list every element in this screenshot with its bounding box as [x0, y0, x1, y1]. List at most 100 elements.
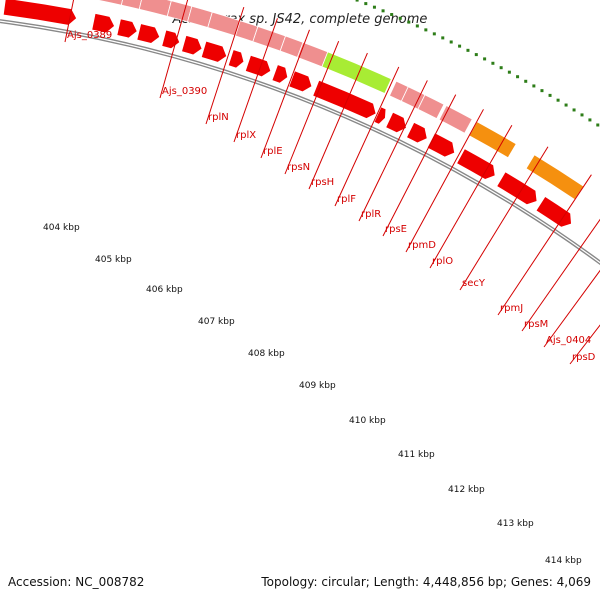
cds-arrow — [289, 71, 312, 92]
gene-label-rpmj: rpmJ — [500, 303, 523, 314]
kbp-label: 409 kbp — [299, 381, 336, 391]
cds-arrow — [3, 0, 77, 25]
cds-arrow — [407, 122, 427, 143]
tick-dot — [381, 9, 385, 13]
gene-label-rpln: rplN — [208, 112, 229, 123]
tick-dot — [516, 75, 520, 79]
tick-dot — [355, 0, 359, 2]
tick-dot — [372, 5, 376, 9]
label-leader-line — [205, 6, 245, 125]
tick-dot — [364, 2, 368, 6]
tick-dot — [474, 53, 478, 57]
gene-label-rplo: rplO — [432, 256, 453, 267]
tick-dot — [540, 89, 544, 93]
tick-dot — [415, 24, 419, 28]
cds-arrow — [536, 196, 572, 227]
tick-dot — [483, 57, 487, 61]
tick-dot — [458, 44, 462, 48]
label-leader-line — [260, 29, 310, 159]
label-leader-line — [308, 52, 368, 190]
label-leader-line — [284, 40, 340, 175]
gene-label-rplf: rplF — [337, 194, 356, 205]
kbp-label-layer: 404 kbp 405 kbp 406 kbp 407 kbp 408 kbp 409 k… — [43, 223, 582, 566]
tick-dot — [564, 103, 568, 107]
label-leader-line — [497, 174, 592, 316]
tick-dot — [499, 66, 503, 70]
cds-arrow — [182, 35, 202, 55]
label-leader-line — [429, 124, 513, 269]
tick-marks-layer — [355, 0, 600, 127]
feature-segment — [417, 94, 445, 120]
kbp-label: 414 kbp — [545, 556, 582, 566]
kbp-label: 410 kbp — [349, 416, 386, 426]
gene-label-ajs-0390: Ajs_0390 — [162, 86, 207, 97]
kbp-label: 413 kbp — [497, 519, 534, 529]
tick-dot — [466, 48, 470, 52]
kbp-label: 412 kbp — [448, 485, 485, 495]
label-leader-line — [382, 94, 457, 237]
tick-dot — [449, 40, 453, 44]
accession-text: Accession: NC_008782 — [8, 575, 145, 589]
tick-dot — [491, 61, 495, 65]
tick-dot — [424, 28, 428, 32]
gene-label-rpsd: rpsD — [572, 352, 596, 363]
tick-dot — [524, 79, 528, 83]
label-leader-line — [543, 269, 600, 348]
tick-dot — [407, 20, 411, 24]
label-leader-line — [64, 0, 75, 43]
tick-dot — [432, 32, 436, 36]
gene-label-ajs-0389: Ajs_0389 — [67, 30, 112, 41]
feature-segment — [468, 121, 517, 159]
kbp-label: 404 kbp — [43, 223, 80, 233]
feature-track-layer — [97, 0, 585, 201]
gene-label-rpse: rpsE — [385, 224, 407, 235]
kbp-label: 405 kbp — [95, 255, 132, 265]
tick-dot — [580, 113, 584, 117]
cds-arrow — [497, 172, 537, 205]
feature-segment — [438, 105, 473, 134]
cds-arrow — [201, 41, 227, 62]
gene-label-rpsm: rpsM — [524, 319, 548, 330]
cds-arrow-layer — [3, 0, 572, 227]
label-leader-line — [233, 18, 278, 143]
cds-arrow — [245, 55, 271, 77]
cds-arrow — [313, 80, 376, 119]
topology-text: Topology: circular; Length: 4,448,856 bp… — [261, 575, 591, 589]
kbp-label: 411 kbp — [398, 450, 435, 460]
cds-arrow — [386, 112, 406, 133]
cds-arrow — [117, 19, 137, 38]
label-leader-line — [358, 80, 428, 222]
tick-dot — [596, 123, 600, 127]
label-leader-line — [159, 0, 189, 99]
gene-label-rpsn: rpsN — [287, 162, 310, 173]
tick-dot — [441, 36, 445, 40]
tick-dot — [572, 108, 576, 112]
cds-arrow — [228, 50, 244, 68]
label-leader-line — [405, 109, 484, 253]
gene-label-ajs-0404: Ajs_0404 — [546, 335, 591, 346]
label-leader-line — [459, 146, 549, 291]
tick-dot — [398, 16, 402, 20]
tick-dot — [588, 118, 592, 122]
cds-arrow — [137, 24, 160, 44]
tick-dot — [548, 93, 552, 97]
gene-label-rpsh: rpsH — [311, 177, 334, 188]
tick-dot — [390, 13, 394, 17]
cds-arrow — [374, 107, 386, 124]
label-leader-line — [521, 218, 600, 332]
tick-dot — [556, 98, 560, 102]
kbp-label: 408 kbp — [248, 349, 285, 359]
label-leader-line — [569, 324, 600, 365]
tick-dot — [532, 84, 536, 88]
feature-segment — [252, 25, 287, 52]
cds-arrow — [272, 65, 288, 83]
gene-label-layer: Ajs_0389 Ajs_0390 rplN rplX rplE rpsNrpsHrplF… — [64, 0, 600, 365]
gene-label-rple: rplE — [263, 146, 283, 157]
gene-label-rpmd: rpmD — [408, 240, 436, 251]
cds-arrow — [427, 133, 455, 157]
label-leader-line — [334, 66, 400, 207]
tick-dot — [507, 70, 511, 74]
gene-label-rplr: rplR — [361, 209, 381, 220]
cds-arrow — [92, 13, 115, 33]
gene-label-rplx: rplX — [236, 130, 256, 141]
